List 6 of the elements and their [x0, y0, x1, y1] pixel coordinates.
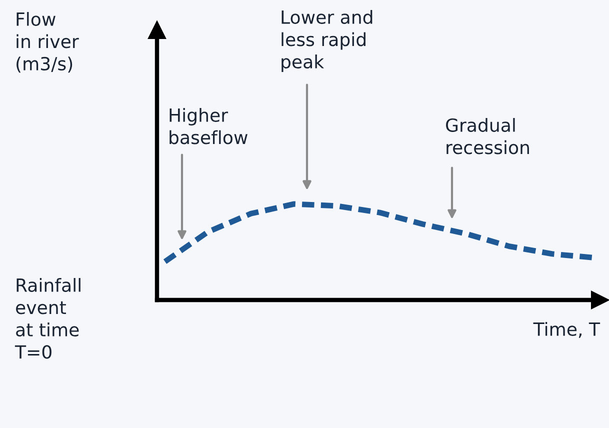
- text: Gradual recession: [446, 118, 529, 154]
- text: Higher baseflow: [170, 108, 248, 144]
- text: Lower and less rapid peak: [282, 10, 372, 72]
- x-axis-title: Time, T: [533, 322, 600, 338]
- text: Flow in river (m3/s): [16, 12, 79, 73]
- text: Rainfall event at time T=0: [14, 278, 80, 359]
